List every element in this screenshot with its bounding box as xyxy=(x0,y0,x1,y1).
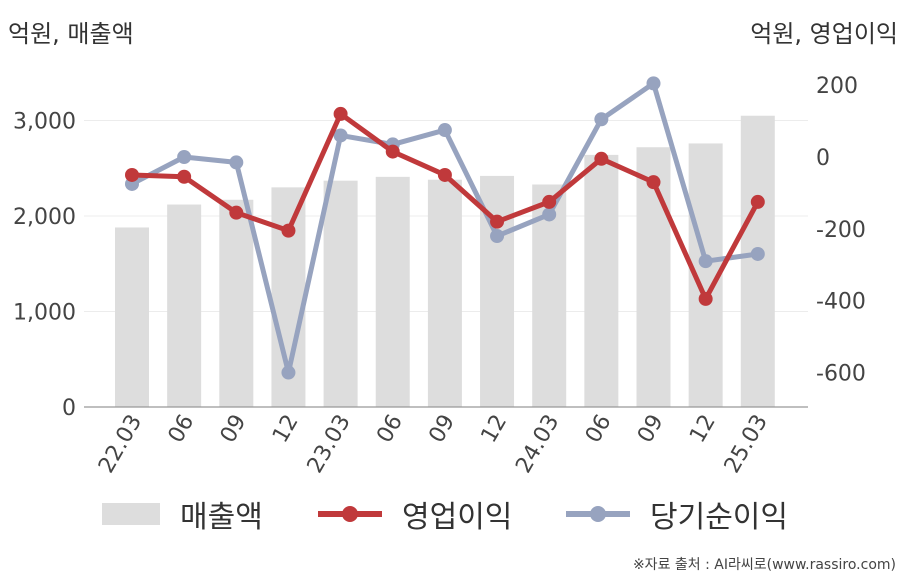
point-net-income xyxy=(229,155,244,170)
point-net-income xyxy=(698,254,713,269)
bar-revenue xyxy=(219,199,254,407)
left-axis-tick-label: 2,000 xyxy=(13,205,76,230)
legend-item-operating-profit: 영업이익 xyxy=(318,492,512,536)
right-axis-unit-label: 억원, 영업이익 xyxy=(750,20,898,48)
point-operating-profit xyxy=(177,169,192,184)
bar-revenue xyxy=(167,204,202,407)
bar-revenue xyxy=(740,115,775,407)
x-axis-tick-label: 23.03 xyxy=(303,411,356,478)
x-axis-tick-label: 24.03 xyxy=(511,411,564,478)
point-net-income xyxy=(437,123,452,138)
x-axis-tick-label: 25.03 xyxy=(720,411,773,478)
bar-revenue xyxy=(427,179,462,407)
point-operating-profit xyxy=(385,144,400,159)
point-net-income xyxy=(281,365,296,380)
bar-revenue xyxy=(584,154,619,407)
right-axis-tick-label: 200 xyxy=(816,74,858,99)
bar-revenue xyxy=(375,176,410,407)
x-axis-tick-label: 22.03 xyxy=(94,411,147,478)
x-axis-tick-label: 12 xyxy=(477,411,513,448)
point-operating-profit xyxy=(646,175,661,190)
bar-revenue xyxy=(636,147,671,408)
left-axis-tick-label: 1,000 xyxy=(13,301,76,326)
x-axis-tick-label: 06 xyxy=(372,411,408,448)
legend-swatch-net-income xyxy=(566,503,630,525)
x-axis-tick-label: 09 xyxy=(633,411,669,448)
point-operating-profit xyxy=(333,106,348,121)
point-operating-profit xyxy=(542,194,557,209)
right-axis-tick-label: 0 xyxy=(816,146,830,171)
left-axis-tick-label: 3,000 xyxy=(13,110,76,135)
right-axis-tick-label: -600 xyxy=(816,362,866,387)
x-axis-tick-label: 09 xyxy=(216,411,252,448)
legend-label-operating-profit: 영업이익 xyxy=(402,500,513,535)
right-axis-tick-label: -400 xyxy=(816,290,866,315)
point-operating-profit xyxy=(281,223,296,238)
point-net-income xyxy=(594,112,609,127)
x-axis-tick-label: 12 xyxy=(685,411,721,448)
x-axis-tick-label: 12 xyxy=(268,411,304,448)
point-operating-profit xyxy=(437,167,452,182)
x-axis-tick-label: 06 xyxy=(581,411,617,448)
left-axis-unit-label: 억원, 매출액 xyxy=(8,20,134,48)
legend-item-revenue: 매출액 xyxy=(102,492,263,536)
point-operating-profit xyxy=(750,194,765,209)
legend-item-net-income: 당기순이익 xyxy=(566,492,788,536)
x-axis-tick-label: 06 xyxy=(164,411,200,448)
bar-revenue xyxy=(115,227,149,407)
right-axis-tick-label: -200 xyxy=(816,218,866,243)
point-operating-profit xyxy=(125,167,139,182)
point-net-income xyxy=(177,150,192,164)
point-operating-profit xyxy=(698,291,713,306)
legend-label-net-income: 당기순이익 xyxy=(650,500,788,535)
point-operating-profit xyxy=(594,151,609,166)
point-net-income xyxy=(333,128,348,143)
legend-swatch-revenue xyxy=(102,503,160,525)
point-net-income xyxy=(750,246,765,261)
bar-revenue xyxy=(323,180,358,407)
point-net-income xyxy=(490,229,505,244)
point-net-income xyxy=(646,76,661,91)
left-axis-tick-label: 0 xyxy=(62,396,76,421)
legend-swatch-operating-profit xyxy=(318,503,382,525)
point-operating-profit xyxy=(229,205,244,220)
source-credit: ※자료 출처 : AI라씨로(www.rassiro.com) xyxy=(632,557,896,573)
point-operating-profit xyxy=(490,214,505,229)
legend-label-revenue: 매출액 xyxy=(180,500,263,535)
point-net-income xyxy=(542,207,557,222)
x-axis-tick-label: 09 xyxy=(424,411,460,448)
